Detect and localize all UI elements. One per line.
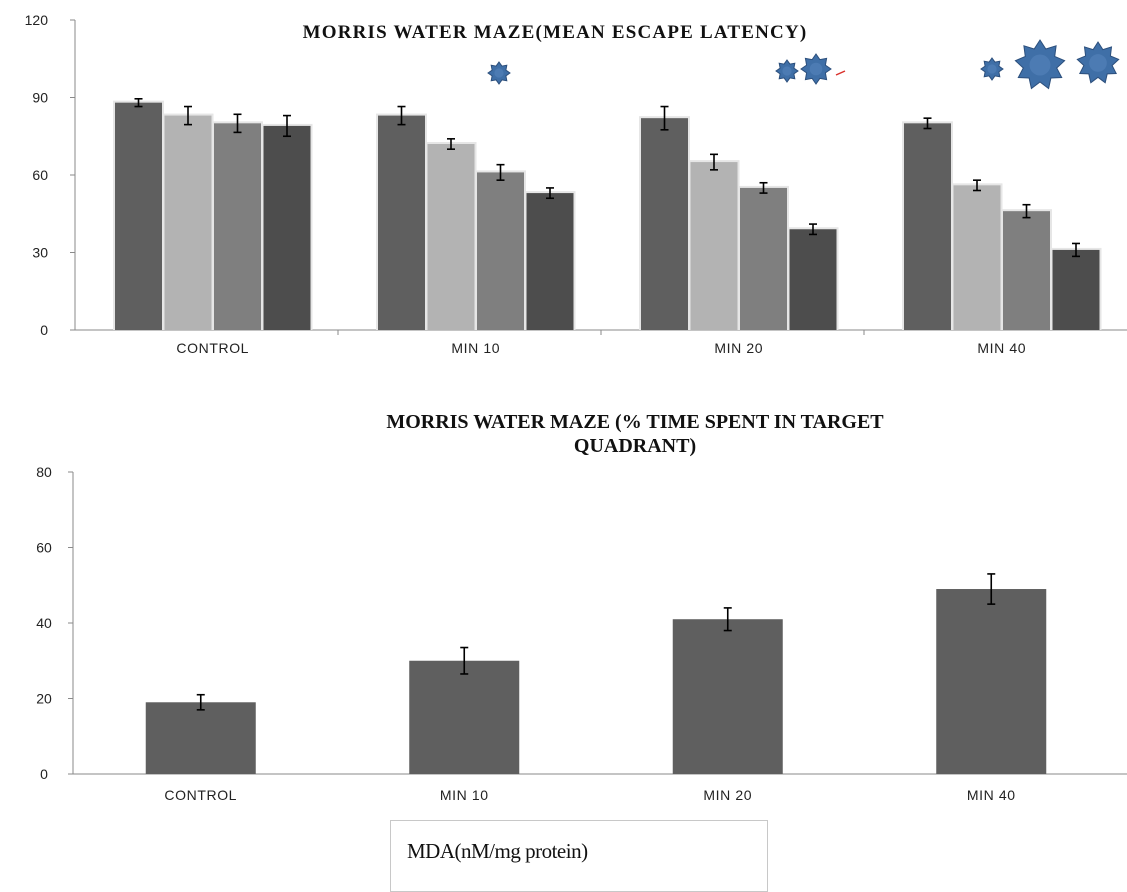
y-tick-label: 30 bbox=[32, 245, 48, 261]
error-bar bbox=[660, 105, 669, 131]
target-quadrant-title-line-1: MORRIS WATER MAZE (% TIME SPENT IN TARGE… bbox=[386, 411, 884, 433]
red-mark-icon bbox=[835, 70, 846, 76]
y-tick-label: 40 bbox=[36, 615, 52, 631]
target-quadrant-bars bbox=[145, 589, 1047, 774]
error-bar bbox=[496, 163, 505, 181]
legend-box: MDA(nM/mg protein) bbox=[390, 820, 768, 892]
y-tick-label: 20 bbox=[36, 691, 52, 707]
bar bbox=[477, 172, 524, 330]
x-tick-label: MIN 40 bbox=[977, 340, 1026, 356]
bar bbox=[115, 102, 162, 331]
error-bar bbox=[1072, 242, 1080, 258]
y-tick-label: 80 bbox=[36, 464, 52, 480]
error-bar bbox=[1022, 203, 1031, 219]
error-bar bbox=[283, 114, 291, 138]
medium-blob-icon bbox=[800, 53, 832, 85]
x-tick-label: CONTROL bbox=[164, 787, 237, 803]
bar bbox=[1003, 211, 1050, 330]
x-tick-label: MIN 10 bbox=[440, 787, 489, 803]
escape-latency-chart: MORRIS WATER MAZE(MEAN ESCAPE LATENCY) 0… bbox=[25, 12, 1127, 356]
error-bar bbox=[923, 117, 932, 130]
error-bar bbox=[134, 97, 143, 108]
small-blob-icon bbox=[775, 59, 799, 83]
error-bar bbox=[546, 187, 554, 200]
small-blob-icon bbox=[487, 61, 511, 85]
bar bbox=[904, 123, 951, 330]
bar bbox=[145, 702, 256, 774]
escape-latency-bars bbox=[113, 100, 1102, 331]
legend-label: MDA(nM/mg protein) bbox=[407, 839, 588, 863]
target-quadrant-error-bars bbox=[196, 573, 996, 711]
error-bar bbox=[973, 179, 981, 192]
bar bbox=[164, 115, 212, 330]
bar bbox=[672, 619, 783, 774]
large-blob-icon bbox=[1014, 39, 1066, 90]
x-tick-label: MIN 40 bbox=[967, 787, 1016, 803]
y-tick-label: 90 bbox=[32, 90, 48, 106]
bar bbox=[1052, 249, 1100, 330]
y-tick-label: 60 bbox=[36, 540, 52, 556]
y-tick-label: 0 bbox=[40, 766, 48, 782]
bar bbox=[641, 118, 688, 331]
error-bar bbox=[987, 573, 996, 605]
bar bbox=[690, 162, 738, 330]
x-tick-label: MIN 20 bbox=[703, 787, 752, 803]
x-tick-label: CONTROL bbox=[176, 340, 249, 356]
bar bbox=[263, 125, 311, 331]
large-blob-icon bbox=[1076, 41, 1120, 84]
bar bbox=[214, 123, 261, 330]
y-tick-label: 60 bbox=[32, 167, 48, 183]
bar bbox=[409, 660, 520, 774]
error-bar bbox=[723, 607, 732, 632]
bar bbox=[378, 115, 425, 330]
error-bar bbox=[184, 105, 192, 126]
y-tick-label: 0 bbox=[40, 322, 48, 338]
bar bbox=[936, 589, 1047, 774]
bar bbox=[789, 229, 837, 330]
error-bar bbox=[460, 646, 469, 675]
error-bar bbox=[809, 223, 817, 236]
error-bar bbox=[447, 138, 455, 150]
bar bbox=[740, 187, 787, 330]
small-blob-icon bbox=[980, 57, 1004, 81]
target-quadrant-title-line-2: QUADRANT) bbox=[574, 435, 696, 457]
y-tick-label: 120 bbox=[25, 12, 49, 28]
target-quadrant-chart: MORRIS WATER MAZE (% TIME SPENT IN TARGE… bbox=[36, 411, 1127, 803]
error-bar bbox=[233, 113, 242, 134]
bar bbox=[427, 144, 475, 330]
bar bbox=[953, 185, 1001, 330]
bar bbox=[526, 193, 574, 330]
error-bar bbox=[710, 153, 718, 171]
error-bar bbox=[397, 105, 406, 126]
x-tick-label: MIN 10 bbox=[451, 340, 500, 356]
escape-latency-error-bars bbox=[134, 97, 1080, 258]
escape-latency-annotation-icons bbox=[487, 39, 1120, 90]
escape-latency-title: MORRIS WATER MAZE(MEAN ESCAPE LATENCY) bbox=[303, 22, 808, 43]
x-tick-label: MIN 20 bbox=[714, 340, 763, 356]
error-bar bbox=[196, 693, 205, 711]
error-bar bbox=[759, 181, 768, 194]
